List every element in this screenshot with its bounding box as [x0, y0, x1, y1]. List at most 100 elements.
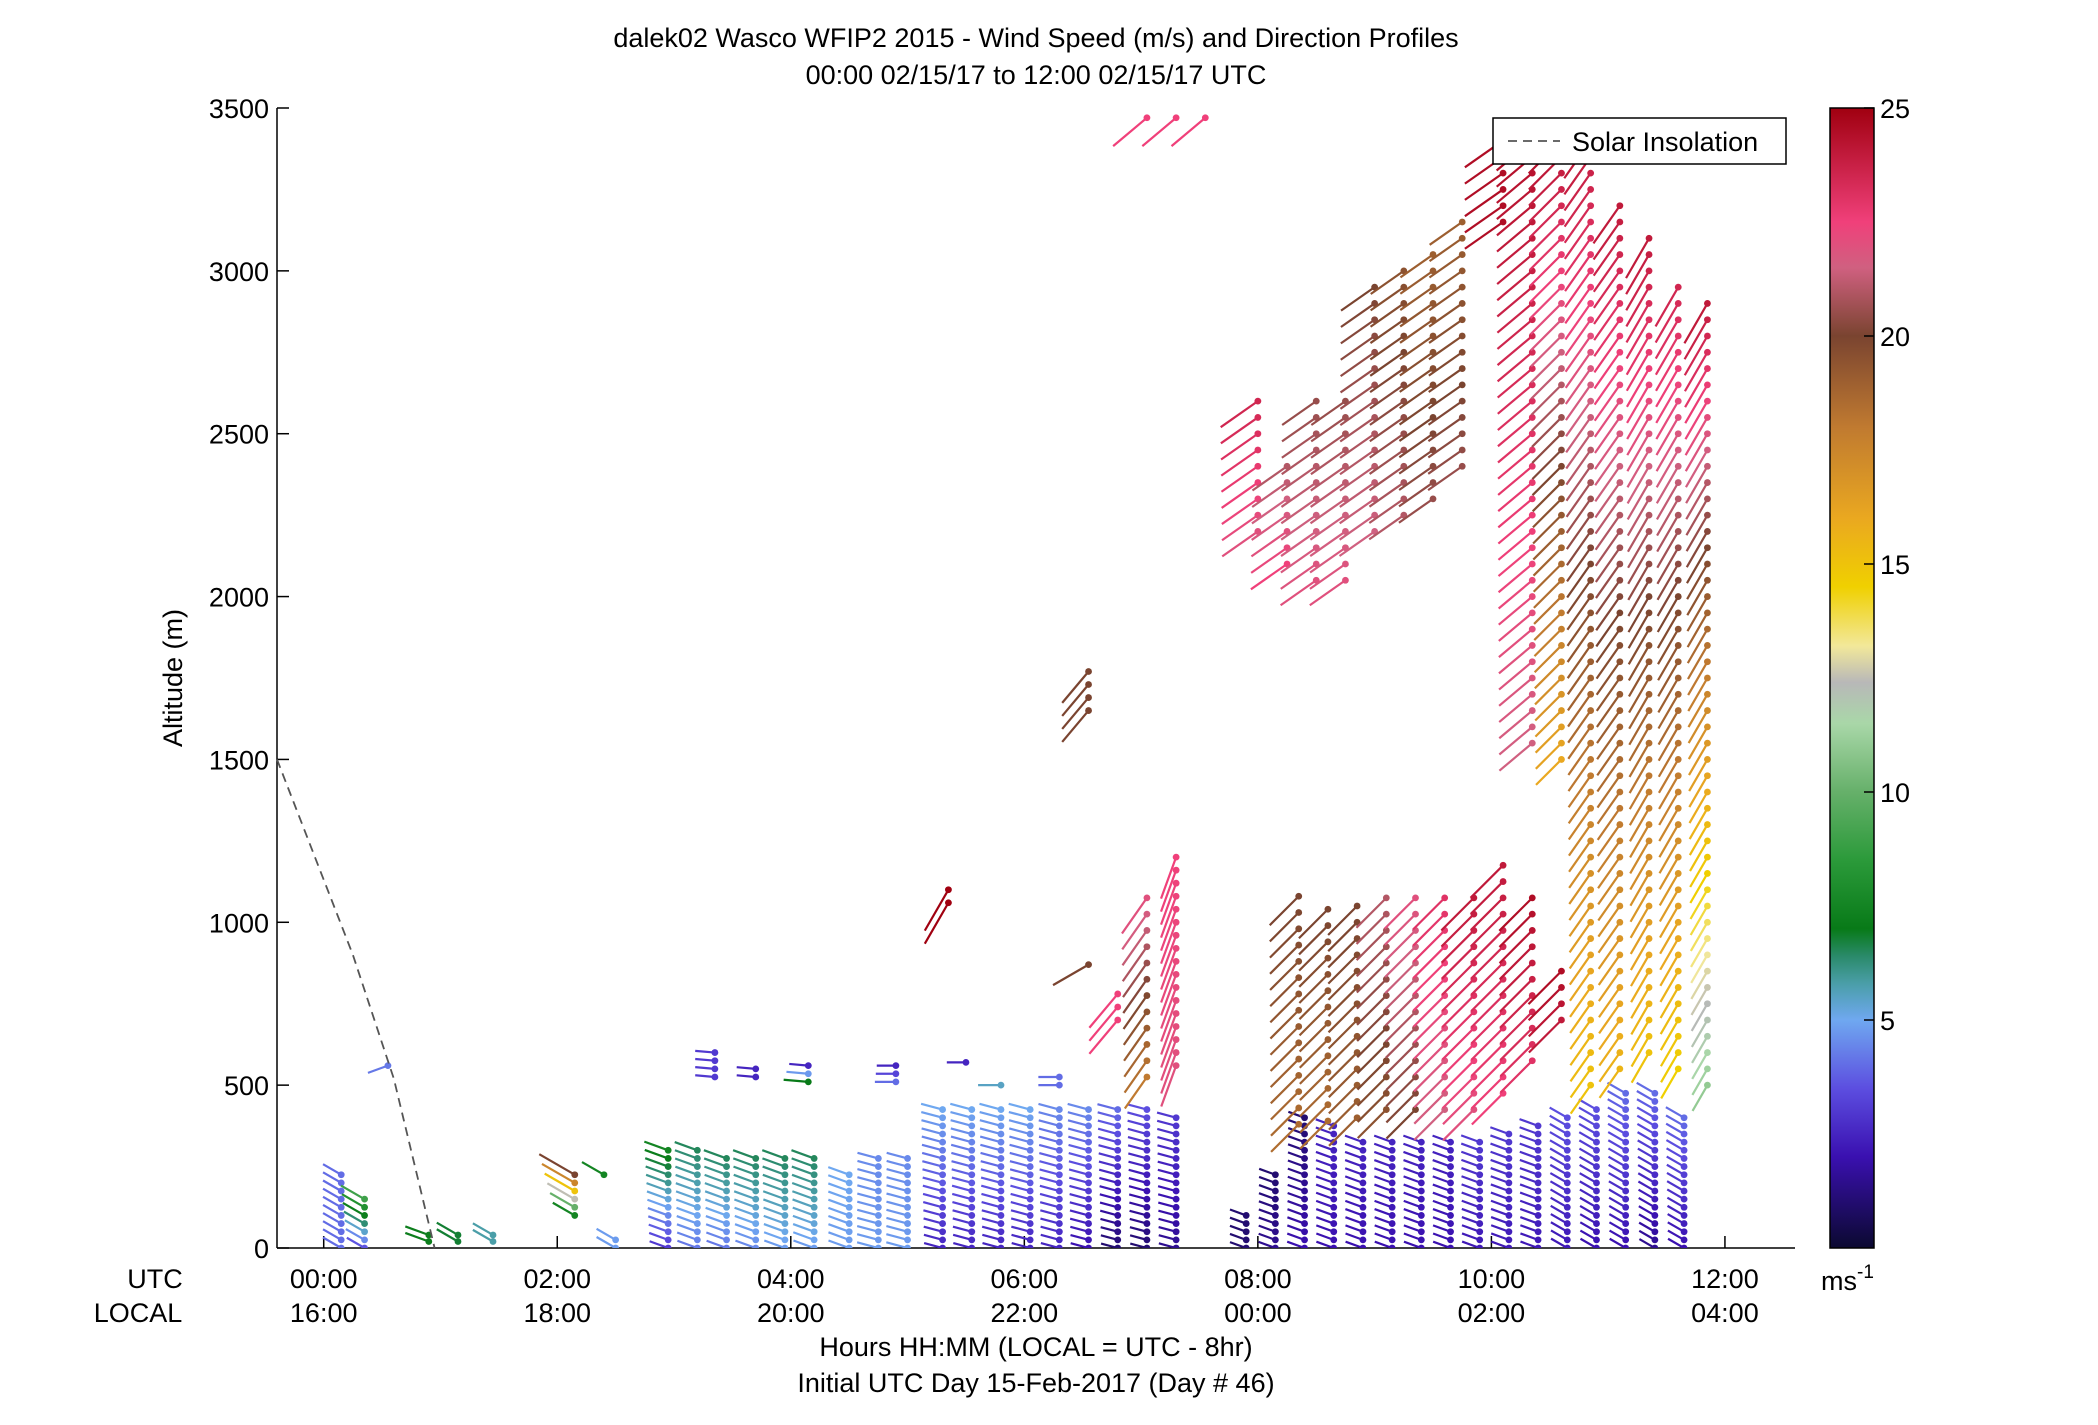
- wind-barb-dot: [845, 1203, 853, 1211]
- wind-barb-dot: [1534, 1179, 1542, 1187]
- wind-barb-dot: [1587, 837, 1595, 845]
- wind-barb-dot: [1114, 1122, 1122, 1130]
- wind-barb-dot: [810, 1220, 818, 1227]
- wind-barb-shaft: [1636, 1090, 1656, 1103]
- wind-barb-shaft: [1469, 880, 1504, 915]
- wind-barb-shaft: [1659, 954, 1680, 987]
- wind-barb-shaft: [1630, 986, 1650, 1019]
- wind-barb-dot: [1558, 1000, 1565, 1008]
- wind-barb-shaft: [1656, 596, 1680, 633]
- wind-barb-dot: [1382, 943, 1390, 951]
- wind-barb: [1496, 300, 1536, 334]
- wind-barb-dot: [1534, 1203, 1542, 1211]
- wind-barb: [1685, 462, 1711, 504]
- wind-barb: [645, 1165, 672, 1179]
- wind-barb: [367, 1062, 392, 1074]
- wind-barb: [1008, 1110, 1034, 1122]
- wind-barb-dot: [1055, 1236, 1063, 1244]
- wind-barb-dot: [1172, 1220, 1180, 1227]
- wind-barb-shaft: [1567, 791, 1592, 824]
- wind-barb-shaft: [1052, 963, 1090, 987]
- wind-barb-shaft: [1010, 1184, 1031, 1193]
- wind-barb: [1498, 894, 1536, 932]
- wind-barb-shaft: [1160, 987, 1178, 1029]
- wind-barb-shaft: [1568, 889, 1592, 921]
- wind-barb-dot: [939, 1187, 946, 1195]
- wind-barb-shaft: [1281, 449, 1317, 476]
- wind-barb: [1687, 658, 1711, 696]
- wind-barb: [1519, 1183, 1542, 1195]
- wind-barb-dot: [1674, 690, 1682, 698]
- wind-barb: [923, 899, 952, 945]
- wind-barb-shaft: [950, 1143, 973, 1152]
- wind-barb-dot: [1704, 576, 1711, 584]
- wind-barb-shaft: [1595, 579, 1621, 615]
- wind-barb: [792, 1198, 818, 1211]
- wind-barb-dot: [1114, 1203, 1122, 1211]
- wind-barb-dot: [337, 1187, 345, 1195]
- x-tick-label-local: 20:00: [757, 1298, 825, 1328]
- wind-barb-dot: [693, 1244, 701, 1248]
- wind-barb-shaft: [1569, 1051, 1592, 1082]
- wind-barb: [1629, 902, 1653, 939]
- wind-barb-dot: [1704, 544, 1711, 552]
- wind-barb: [1658, 788, 1682, 826]
- wind-barb: [1344, 1183, 1367, 1195]
- wind-barb-shaft: [1532, 530, 1563, 561]
- wind-barb-shaft: [1340, 335, 1376, 361]
- wind-barb: [1568, 837, 1595, 873]
- wind-barb-shaft: [1569, 1084, 1592, 1115]
- wind-barb-dot: [612, 1236, 620, 1244]
- wind-barb-dot: [1295, 957, 1303, 965]
- wind-barb: [1464, 186, 1507, 218]
- wind-barb: [704, 1165, 730, 1179]
- wind-barb: [647, 1198, 672, 1211]
- wind-barb: [1688, 821, 1711, 856]
- wind-barb-shaft: [791, 1190, 815, 1201]
- wind-barb-shaft: [644, 1148, 669, 1160]
- wind-barb: [1432, 1232, 1454, 1244]
- wind-barb-dot: [1143, 943, 1151, 951]
- wind-barb-dot: [1026, 1220, 1034, 1227]
- wind-barb-dot: [1447, 1203, 1454, 1211]
- wind-barb-shaft: [1568, 823, 1592, 857]
- utc-row-label: UTC: [127, 1264, 183, 1294]
- wind-barb-dot: [1704, 658, 1711, 666]
- wind-barb-shaft: [1564, 367, 1592, 405]
- wind-barb-dot: [1704, 723, 1711, 731]
- wind-barb: [1287, 1151, 1308, 1162]
- wind-barb-dot: [1528, 560, 1536, 568]
- wind-barb: [1564, 283, 1595, 325]
- wind-barb: [732, 1149, 760, 1162]
- wind-barb: [705, 1231, 730, 1244]
- wind-barb-dot: [939, 1179, 946, 1187]
- wind-barb-dot: [1143, 992, 1151, 999]
- wind-barb-shaft: [1659, 1035, 1680, 1067]
- wind-barb-shaft: [1626, 384, 1650, 424]
- wind-barb-dot: [1417, 1171, 1425, 1179]
- wind-barb: [695, 1057, 719, 1065]
- wind-barb-shaft: [1628, 791, 1650, 826]
- wind-barb-shaft: [1428, 286, 1463, 312]
- wind-barb-dot: [810, 1236, 818, 1244]
- wind-barb: [1519, 1216, 1542, 1227]
- x-axis-label: Hours HH:MM (LOCAL = UTC - 8hr): [819, 1332, 1252, 1362]
- wind-barb: [1595, 609, 1624, 648]
- wind-barb: [856, 1216, 882, 1227]
- wind-barb: [981, 1217, 1005, 1227]
- wind-barb-shaft: [322, 1187, 342, 1201]
- wind-barb-dot: [1324, 1019, 1332, 1027]
- wind-barb: [763, 1206, 789, 1219]
- wind-barb-dot: [1558, 967, 1565, 975]
- wind-barb-shaft: [856, 1208, 879, 1217]
- wind-barb: [596, 1227, 620, 1244]
- wind-barb-shaft: [733, 1173, 757, 1184]
- wind-barb: [856, 1224, 882, 1236]
- wind-barb: [1579, 1196, 1600, 1211]
- wind-barb: [1579, 1172, 1600, 1187]
- y-tick-label: 1500: [209, 745, 269, 775]
- wind-barb: [1531, 479, 1565, 513]
- wind-barb: [1279, 576, 1320, 607]
- wind-barb: [341, 1193, 368, 1211]
- wind-barb-dot: [1645, 837, 1653, 845]
